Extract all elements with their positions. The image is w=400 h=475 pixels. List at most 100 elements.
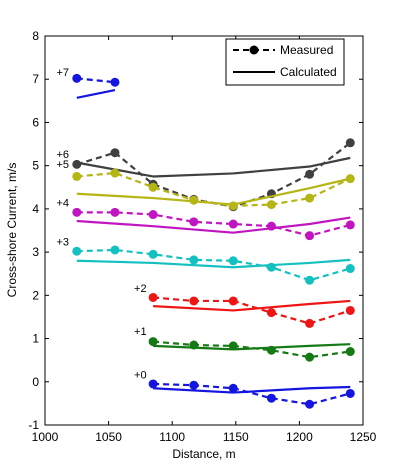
measured-point (110, 245, 120, 255)
measured-point (228, 341, 238, 351)
measured-point (345, 138, 355, 148)
series-label: +3 (56, 237, 69, 249)
series-plus2 (148, 292, 355, 328)
y-tick-label: 4 (32, 202, 39, 216)
measured-point (305, 275, 315, 285)
measured-point (228, 296, 238, 306)
y-tick-label: -1 (28, 418, 39, 432)
measured-point (148, 249, 158, 259)
measured-point (148, 210, 158, 220)
measured-line (76, 248, 351, 282)
y-tick-label: 7 (32, 72, 39, 86)
series-plus1 (148, 337, 355, 362)
measured-line (153, 382, 351, 406)
legend: Measured Calculated (225, 38, 345, 86)
measured-point (72, 171, 82, 181)
measured-point (305, 169, 315, 179)
x-tick-label: 1050 (95, 430, 122, 444)
series-label: +1 (134, 326, 147, 338)
series-label: +0 (134, 369, 147, 381)
measured-point (72, 246, 82, 256)
legend-measured-marker (249, 45, 259, 55)
y-tick-label: 8 (32, 29, 39, 43)
measured-line (76, 77, 116, 84)
measured-point (266, 308, 276, 318)
measured-point (228, 219, 238, 229)
measured-point (266, 221, 276, 231)
y-tick-label: 3 (32, 245, 39, 259)
x-tick-label: 1250 (350, 430, 377, 444)
x-tick-label: 1000 (32, 430, 59, 444)
measured-point (305, 231, 315, 241)
y-tick-label: 6 (32, 115, 39, 129)
measured-line (153, 296, 351, 325)
measured-point (345, 264, 355, 274)
measured-point (72, 73, 82, 83)
measured-point (110, 148, 120, 158)
series-layer (72, 73, 355, 409)
measured-point (148, 182, 158, 192)
calculated-line (76, 258, 351, 269)
series-label: +5 (56, 159, 69, 171)
measured-point (228, 256, 238, 266)
series-label: +6 (56, 149, 69, 161)
y-axis-label: Cross-shore Current, m/s (5, 163, 19, 298)
legend-box (225, 38, 345, 86)
series-plus0 (148, 379, 355, 409)
measured-point (110, 77, 120, 87)
measured-point (189, 195, 199, 205)
measured-point (72, 159, 82, 169)
measured-point (345, 347, 355, 357)
measured-line (153, 340, 351, 359)
measured-point (110, 168, 120, 178)
measured-point (148, 379, 158, 389)
measured-point (148, 292, 158, 302)
y-tick-label: 1 (32, 332, 39, 346)
measured-point (189, 255, 199, 265)
measured-point (305, 193, 315, 203)
series-plus5 (72, 168, 355, 211)
calculated-line (76, 88, 116, 99)
x-tick-label: 1200 (286, 430, 313, 444)
measured-point (110, 207, 120, 217)
measured-point (266, 262, 276, 272)
measured-line (76, 171, 351, 207)
calculated-line (76, 216, 351, 234)
measured-point (266, 345, 276, 355)
measured-point (266, 200, 276, 210)
x-axis-label: Distance, m (172, 447, 235, 461)
measured-point (345, 388, 355, 398)
legend-calculated-label: Calculated (280, 65, 337, 79)
legend-measured-label: Measured (280, 43, 333, 57)
series-label-layer: +7 +6+5 +4 +3 +2 +1 +0 (56, 67, 146, 382)
measured-point (305, 399, 315, 409)
measured-point (72, 207, 82, 217)
x-tick-label: 1150 (223, 430, 249, 444)
measured-point (305, 318, 315, 328)
measured-point (148, 337, 158, 347)
series-plus7 (72, 73, 120, 99)
series-plus3 (72, 245, 355, 285)
y-tick-label: 0 (32, 375, 39, 389)
calculated-line (153, 299, 351, 312)
measured-point (228, 383, 238, 393)
measured-point (266, 393, 276, 403)
plot-frame (44, 35, 364, 426)
measured-point (228, 201, 238, 211)
y-tick-label: 5 (32, 159, 39, 173)
series-label: +2 (134, 283, 147, 295)
series-label: +7 (56, 67, 69, 79)
measured-point (305, 352, 315, 362)
series-label: +4 (56, 198, 69, 210)
measured-point (189, 296, 199, 306)
measured-line (76, 211, 351, 237)
measured-point (189, 340, 199, 350)
calculated-line (153, 385, 351, 394)
measured-point (345, 220, 355, 230)
x-tick-label: 1100 (159, 430, 185, 444)
measured-point (345, 174, 355, 184)
series-plus4 (72, 207, 355, 241)
measured-point (189, 217, 199, 227)
measured-point (189, 380, 199, 390)
